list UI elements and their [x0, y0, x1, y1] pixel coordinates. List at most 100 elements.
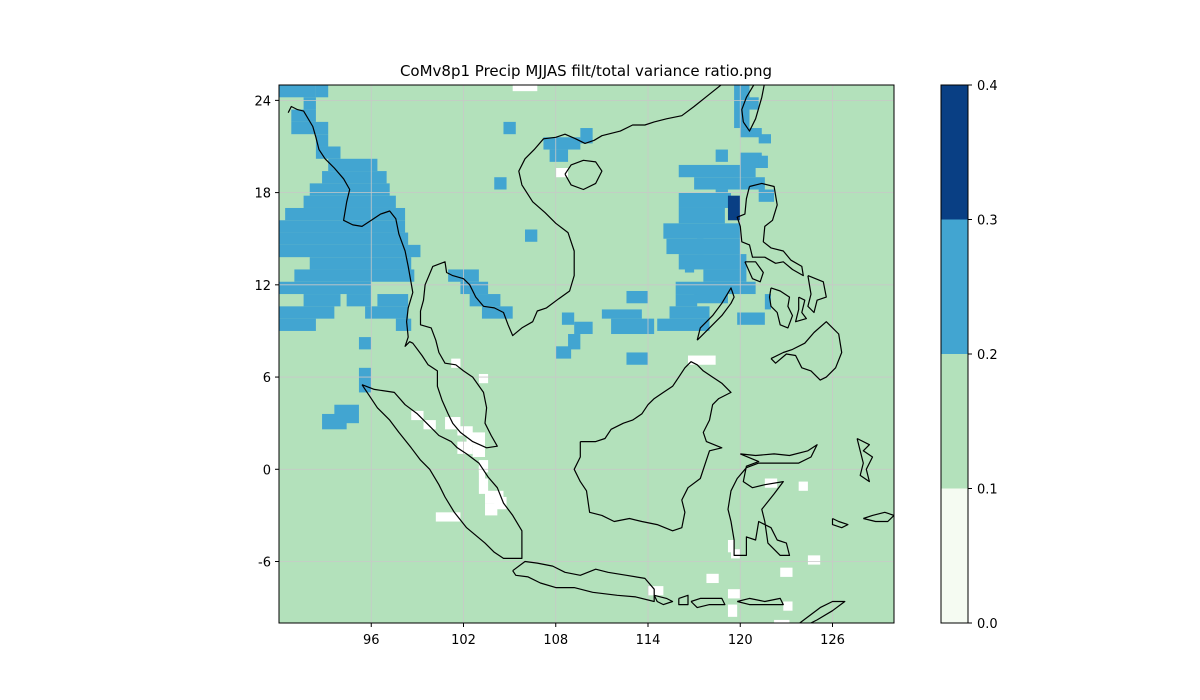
coastline: [744, 261, 764, 283]
colorbar-blocks: [941, 85, 968, 623]
cell-0.2-0.3: [365, 306, 409, 319]
longitude-ticks: 96 102 108 114 120 126: [363, 623, 845, 648]
y-tick-label: -6: [258, 556, 271, 571]
cell-0.0-0.1: [478, 466, 486, 479]
cell-0.2-0.3: [279, 318, 316, 331]
coastline: [863, 511, 894, 523]
cell-0.2-0.3: [740, 128, 762, 138]
coastline: [512, 560, 655, 603]
cell-0.0-0.1: [780, 567, 793, 577]
cell-0.2-0.3: [675, 294, 698, 307]
cell-0.2-0.3: [758, 134, 771, 144]
cell-0.2-0.3: [555, 346, 572, 359]
cell-0.2-0.3: [663, 223, 741, 239]
coastline: [696, 287, 735, 341]
cell-0.2-0.3: [580, 128, 593, 144]
colorbar-ticks: 0.0 0.1 0.2 0.3 0.4: [968, 79, 998, 632]
cell-0.2-0.3: [764, 294, 771, 310]
cell-0.2-0.3: [346, 294, 372, 307]
cell-0.0-0.1: [457, 426, 473, 436]
latitude-ticks: -6 0 6 12 18 24: [254, 94, 279, 571]
cell-0.2-0.3: [568, 334, 581, 350]
cell-0.2-0.3: [279, 281, 372, 295]
cell-0.0-0.1: [435, 512, 461, 522]
cell-0.0-0.1: [478, 373, 489, 384]
cell-0.2-0.3: [503, 121, 516, 135]
y-tick-label: 6: [263, 371, 271, 386]
x-tick-label: 102: [451, 633, 476, 648]
x-tick-label: 114: [636, 633, 661, 648]
cell-0.2-0.3: [322, 413, 347, 430]
cell-0.2-0.3: [358, 337, 372, 350]
cell-0.0-0.1: [687, 355, 716, 365]
colorbar-tick-label: 0.4: [977, 79, 998, 94]
cell-0.0-0.1: [478, 478, 489, 494]
colorbar-block: [941, 488, 968, 623]
cell-0.2-0.3: [322, 171, 387, 184]
coastline: [564, 159, 603, 191]
cell-0.0-0.1: [727, 589, 741, 599]
cell-0.2-0.3: [678, 207, 725, 224]
cell-0.0-0.1: [798, 481, 808, 491]
colorbar-block: [941, 219, 968, 354]
cell-0.0-0.1: [411, 410, 424, 421]
cell-0.2-0.3: [758, 155, 768, 169]
cell-0.2-0.3: [734, 85, 750, 129]
cell-0.2-0.3: [601, 309, 642, 319]
cell-0.2-0.3: [309, 257, 412, 270]
coastline: [678, 594, 689, 606]
coastline: [807, 275, 827, 314]
cell-0.2-0.3: [291, 121, 329, 135]
cell-0.2-0.3: [279, 306, 335, 319]
coastline: [736, 182, 804, 277]
coastline: [856, 437, 874, 483]
cell-0.2-0.3: [279, 85, 316, 98]
cell-0.0-0.1: [423, 420, 436, 430]
cell-0.2-0.3: [395, 318, 412, 331]
cell-0.2-0.3: [279, 220, 406, 233]
x-tick-label: 126: [820, 633, 845, 648]
coastline: [287, 85, 722, 449]
cell-0.0-0.1: [494, 496, 507, 510]
cell-0.2-0.3: [737, 312, 765, 325]
coastline: [741, 85, 765, 132]
coastline: [798, 600, 846, 623]
cell-0.2-0.3: [358, 367, 372, 393]
cell-0.2-0.3: [703, 269, 747, 282]
cell-0.2-0.3: [494, 177, 507, 190]
cell-0.2-0.3: [561, 312, 575, 325]
map-gridlines: [279, 85, 894, 623]
cell-0.2-0.3: [294, 269, 415, 282]
coastline: [653, 594, 674, 606]
cell-0.2-0.3: [525, 229, 538, 242]
coastline: [831, 517, 849, 529]
coastline: [768, 287, 794, 329]
coastline: [794, 296, 808, 323]
cell-0.2-0.3: [315, 146, 341, 159]
y-tick-label: 0: [263, 463, 271, 478]
cell-0.0-0.1: [457, 441, 473, 454]
cell-0.3-0.4: [727, 195, 741, 221]
cell-0.0-0.1: [485, 503, 498, 516]
cell-0.2-0.3: [678, 164, 756, 178]
cell-0.0-0.1: [451, 358, 461, 368]
cell-0.2-0.3: [303, 294, 341, 307]
cell-0.2-0.3: [549, 149, 569, 162]
cell-0.2-0.3: [315, 85, 329, 98]
cell-0.2-0.3: [315, 134, 329, 147]
cell-0.2-0.3: [469, 294, 501, 307]
cell-0.2-0.3: [481, 306, 513, 319]
cell-0.0-0.1: [727, 604, 738, 617]
cell-0.2-0.3: [574, 321, 593, 335]
cell-0.2-0.3: [377, 294, 409, 307]
cell-0.2-0.3: [684, 260, 695, 273]
cell-0.2-0.3: [715, 149, 728, 162]
cell-0.2-0.3: [303, 97, 316, 110]
cell-0.2-0.3: [460, 281, 489, 295]
cell-0.2-0.3: [543, 137, 581, 150]
cell-0.2-0.3: [611, 318, 655, 335]
cell-0.2-0.3: [678, 254, 747, 270]
cell-0.2-0.3: [758, 189, 775, 202]
x-tick-label: 108: [543, 633, 568, 648]
